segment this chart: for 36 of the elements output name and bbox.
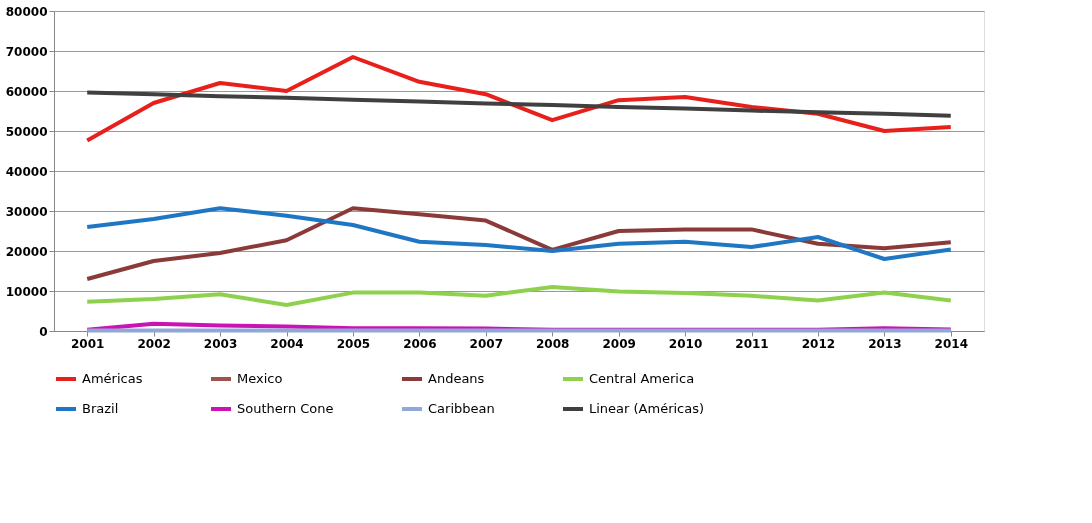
y-tick-label: 60000 bbox=[5, 84, 48, 99]
x-tick-label: 2005 bbox=[336, 336, 371, 351]
line-series bbox=[85, 55, 953, 143]
x-tick-label: 2002 bbox=[137, 336, 171, 351]
legend-label: Linear (Américas) bbox=[589, 401, 705, 416]
x-tick-label: 2003 bbox=[203, 336, 238, 351]
x-tick-label: 2012 bbox=[801, 336, 836, 351]
x-tick-label: 2010 bbox=[668, 336, 703, 351]
y-tick-label: 50000 bbox=[5, 124, 48, 139]
y-tick-label: 30000 bbox=[5, 204, 48, 219]
y-tick-label: 70000 bbox=[5, 44, 48, 59]
x-tick-label: 2007 bbox=[469, 336, 503, 351]
x-tick-label: 2011 bbox=[735, 336, 769, 351]
y-tick-label: 0 bbox=[39, 324, 48, 339]
legend-label: Brazil bbox=[82, 401, 119, 416]
line-series bbox=[85, 90, 953, 118]
x-tick-label: 2009 bbox=[602, 336, 636, 351]
x-tick-label: 2014 bbox=[934, 336, 968, 351]
legend-label: Mexico bbox=[237, 371, 283, 386]
y-tick-label: 10000 bbox=[5, 284, 48, 299]
x-tick-label: 2004 bbox=[270, 336, 304, 351]
legend-label: Andeans bbox=[428, 371, 485, 386]
legend-label: Central America bbox=[589, 371, 695, 386]
y-tick-label: 80000 bbox=[5, 4, 48, 19]
x-tick-label: 2001 bbox=[71, 336, 105, 351]
line-series bbox=[85, 285, 953, 307]
legend-label: Américas bbox=[82, 371, 143, 386]
y-tick-label: 40000 bbox=[5, 164, 48, 179]
y-tick-label: 20000 bbox=[5, 244, 48, 259]
legend-label: Southern Cone bbox=[237, 401, 334, 416]
line-series bbox=[85, 206, 953, 261]
x-tick-label: 2013 bbox=[868, 336, 902, 351]
x-tick-label: 2008 bbox=[536, 336, 570, 351]
legend-label: Caribbean bbox=[428, 401, 495, 416]
line-series bbox=[85, 206, 953, 281]
x-tick-label: 2006 bbox=[403, 336, 437, 351]
